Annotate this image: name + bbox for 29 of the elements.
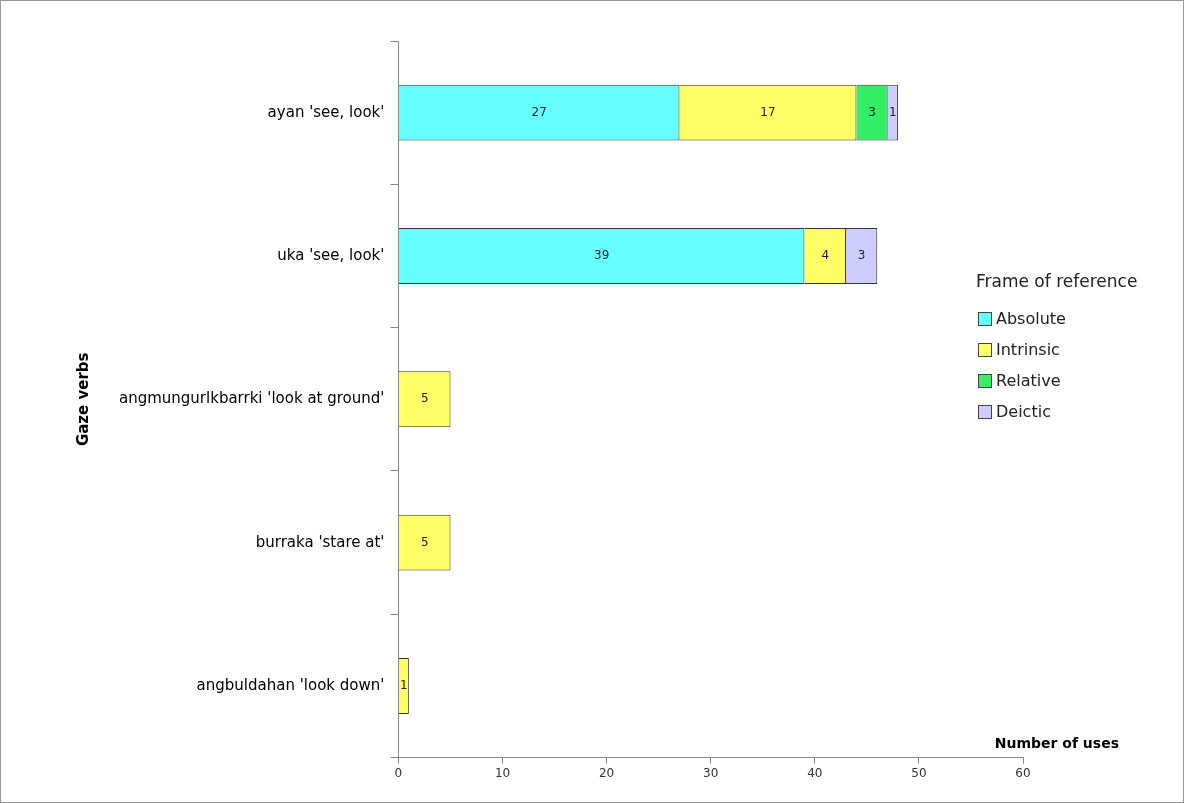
x-axis-title: Number of uses	[994, 735, 1119, 752]
data-label: 17	[760, 104, 776, 119]
y-tick-label: angbuldahan 'look down'	[196, 675, 385, 694]
legend-label: Deictic	[996, 402, 1051, 421]
data-label: 5	[420, 534, 429, 549]
y-tick-label: ayan 'see, look'	[267, 102, 385, 121]
data-label: 3	[857, 248, 866, 263]
y-tick-label: uka 'see, look'	[277, 245, 385, 264]
data-label: 39	[594, 248, 610, 263]
data-label: 27	[531, 104, 547, 119]
data-label: 5	[420, 391, 429, 406]
x-tick-label: 40	[807, 765, 823, 780]
x-tick-label: 20	[598, 765, 615, 780]
data-label: 3	[868, 104, 876, 119]
x-tick-label: 10	[494, 765, 511, 780]
legend-label: Relative	[996, 371, 1061, 390]
x-tick-label: 30	[703, 765, 719, 780]
data-label: 1	[400, 678, 408, 693]
data-label: 4	[821, 248, 830, 263]
legend-label: Absolute	[996, 309, 1066, 328]
y-tick-label: angmungurlkbarrki 'look at ground'	[119, 389, 385, 408]
y-axis-title: Gaze verbs	[73, 352, 92, 447]
legend-label: Intrinsic	[996, 340, 1060, 359]
y-tick-label: burraka 'stare at'	[255, 532, 385, 551]
x-tick-label: 60	[1015, 765, 1031, 780]
data-label: 1	[889, 104, 897, 119]
legend-title: Frame of reference	[976, 271, 1138, 291]
x-tick-label: 50	[911, 765, 927, 780]
x-tick-label: 0	[394, 765, 403, 780]
